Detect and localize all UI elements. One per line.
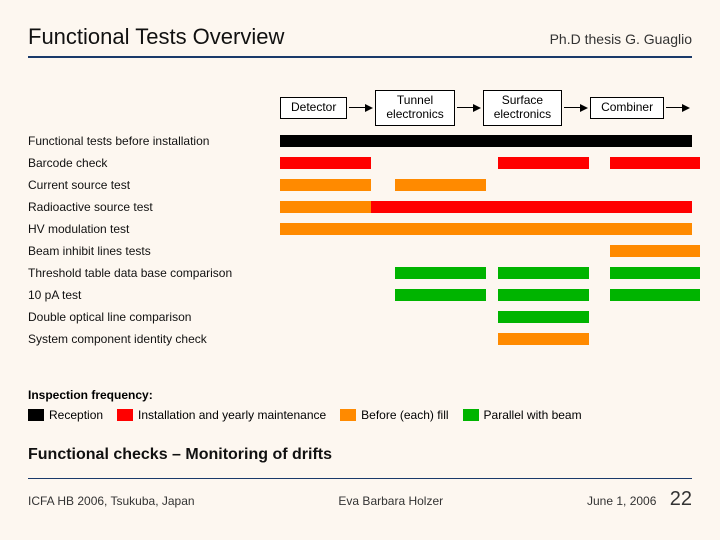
- row-label: Barcode check: [28, 156, 280, 170]
- row-label: HV modulation test: [28, 222, 280, 236]
- legend-item: Parallel with beam: [463, 408, 582, 422]
- arrow-icon: [564, 104, 588, 112]
- bar: [610, 289, 701, 301]
- arrow-icon: [349, 104, 373, 112]
- chart-row: Radioactive source test: [28, 196, 692, 218]
- arrow-icon: [457, 104, 481, 112]
- chart-row: HV modulation test: [28, 218, 692, 240]
- bar: [280, 223, 692, 235]
- flowchart: Detector Tunnelelectronics Surfaceelectron…: [280, 90, 692, 126]
- legend-label: Before (each) fill: [361, 408, 448, 422]
- row-bars: [280, 135, 692, 147]
- chart-row: Barcode check: [28, 152, 692, 174]
- bar: [498, 289, 589, 301]
- bar: [280, 201, 371, 213]
- bar: [280, 157, 371, 169]
- bar: [610, 157, 701, 169]
- bottom-rule: [28, 478, 692, 479]
- bar: [610, 245, 701, 257]
- chart-row: Functional tests before installation: [28, 130, 692, 152]
- bar: [498, 311, 589, 323]
- flow-node: Combiner: [590, 97, 664, 119]
- row-label: Threshold table data base comparison: [28, 266, 280, 280]
- row-bars: [280, 201, 692, 213]
- flow-node: Surfaceelectronics: [483, 90, 562, 126]
- thesis-credit: Ph.D thesis G. Guaglio: [550, 31, 692, 47]
- bar: [395, 179, 486, 191]
- legend-swatch: [463, 409, 479, 421]
- legend-swatch: [340, 409, 356, 421]
- row-bars: [280, 179, 692, 191]
- bar: [498, 157, 589, 169]
- footer-venue: ICFA HB 2006, Tsukuba, Japan: [28, 494, 195, 508]
- legend-label: Parallel with beam: [484, 408, 582, 422]
- chart-row: Current source test: [28, 174, 692, 196]
- chart-row: Threshold table data base comparison: [28, 262, 692, 284]
- footer-date: June 1, 2006: [587, 494, 656, 508]
- row-bars: [280, 311, 692, 323]
- row-bars: [280, 333, 692, 345]
- row-bars: [280, 157, 692, 169]
- page-title: Functional Tests Overview: [28, 24, 284, 50]
- header: Functional Tests Overview Ph.D thesis G.…: [28, 24, 692, 50]
- bar: [395, 267, 486, 279]
- row-label: Double optical line comparison: [28, 310, 280, 324]
- legend-swatch: [117, 409, 133, 421]
- legend: Inspection frequency: Reception Installat…: [28, 388, 692, 422]
- title-rule: [28, 56, 692, 58]
- legend-item: Reception: [28, 408, 103, 422]
- footer-right: June 1, 2006 22: [587, 488, 692, 511]
- footer-author: Eva Barbara Holzer: [338, 494, 443, 508]
- flow-node: Tunnelelectronics: [375, 90, 454, 126]
- row-bars: [280, 245, 692, 257]
- row-label: 10 pA test: [28, 288, 280, 302]
- legend-label: Installation and yearly maintenance: [138, 408, 326, 422]
- legend-item: Installation and yearly maintenance: [117, 408, 326, 422]
- row-label: Current source test: [28, 178, 280, 192]
- legend-label: Reception: [49, 408, 103, 422]
- chart-row: System component identity check: [28, 328, 692, 350]
- row-label: Beam inhibit lines tests: [28, 244, 280, 258]
- row-bars: [280, 289, 692, 301]
- legend-swatch: [28, 409, 44, 421]
- row-label: Radioactive source test: [28, 200, 280, 214]
- chart-row: 10 pA test: [28, 284, 692, 306]
- row-label: System component identity check: [28, 332, 280, 346]
- row-label: Functional tests before installation: [28, 134, 280, 148]
- chart-row: Beam inhibit lines tests: [28, 240, 692, 262]
- bar: [610, 267, 701, 279]
- flow-node: Detector: [280, 97, 347, 119]
- row-bars: [280, 267, 692, 279]
- subheading: Functional checks – Monitoring of drifts: [28, 446, 332, 464]
- row-bars: [280, 223, 692, 235]
- bar: [280, 179, 371, 191]
- chart-row: Double optical line comparison: [28, 306, 692, 328]
- footer: ICFA HB 2006, Tsukuba, Japan Eva Barbara…: [28, 488, 692, 511]
- bar: [498, 333, 589, 345]
- arrow-icon: [666, 104, 690, 112]
- legend-title: Inspection frequency:: [28, 388, 692, 402]
- bar: [395, 289, 486, 301]
- legend-item: Before (each) fill: [340, 408, 448, 422]
- legend-items: Reception Installation and yearly mainten…: [28, 408, 692, 422]
- test-coverage-chart: Functional tests before installation Barc…: [28, 130, 692, 350]
- bar: [498, 267, 589, 279]
- page-number: 22: [670, 488, 692, 510]
- bar: [280, 135, 692, 147]
